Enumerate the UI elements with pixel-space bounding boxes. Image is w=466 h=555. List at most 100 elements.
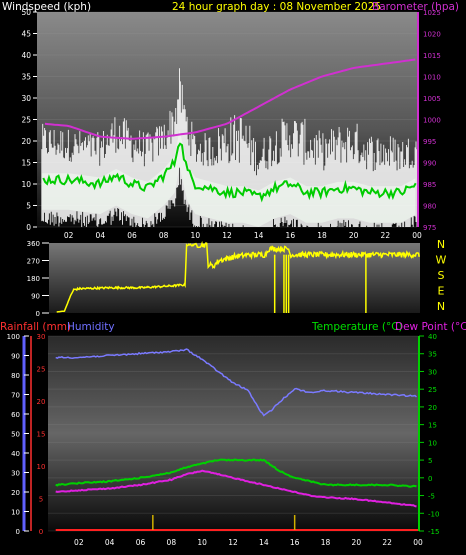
x-tick-label: 06 — [127, 231, 137, 240]
rain-tick-label: 5 — [39, 496, 43, 504]
wind-tick-label: 5 — [26, 202, 31, 211]
humidity-tick-label: 90 — [11, 353, 20, 361]
baro-axis-label: Barometer (hpa) — [372, 1, 459, 13]
rain-axis-label: Rainfall (mm) — [0, 321, 71, 333]
dewpoint-line — [55, 469, 417, 508]
humidity-tick-label: 60 — [11, 411, 20, 419]
temp-tick-label: 5 — [428, 457, 432, 465]
x-tick-label: 12 — [228, 538, 238, 547]
temp-tick-label: -15 — [428, 528, 439, 536]
x-tick-label: 06 — [136, 538, 146, 547]
rain-tick-label: 20 — [37, 398, 46, 406]
humidity-tick-label: 70 — [11, 392, 20, 400]
baro-tick-label: 995 — [423, 138, 436, 146]
compass-label: N — [437, 238, 445, 251]
rain-tick-label: 30 — [37, 333, 46, 341]
temp-panel-lines — [55, 348, 418, 531]
temp-tick-label: -10 — [428, 510, 439, 518]
x-tick-label: 08 — [159, 231, 169, 240]
wind-tick-label: 25 — [21, 116, 31, 125]
x-tick-label: 10 — [191, 231, 201, 240]
wind-tick-label: 10 — [21, 180, 31, 189]
rain-tick-label: 25 — [37, 366, 46, 374]
compass-label: W — [436, 254, 447, 267]
temp-tick-label: 15 — [428, 422, 437, 430]
compass-label: N — [437, 300, 445, 313]
rain-tick-label: 0 — [39, 528, 43, 536]
humidity-tick-label: 50 — [11, 431, 20, 439]
x-tick-label: 04 — [105, 538, 115, 547]
baro-tick-label: 980 — [423, 203, 436, 211]
temp-tick-label: 25 — [428, 386, 437, 394]
compass-label: E — [438, 285, 445, 298]
x-tick-label: 04 — [96, 231, 106, 240]
x-tick-label: 22 — [381, 231, 391, 240]
rain-tick-label: 15 — [37, 431, 46, 439]
x-tick-label: 14 — [259, 538, 269, 547]
x-tick-label: 14 — [254, 231, 264, 240]
wind-panel-lines — [42, 58, 417, 203]
baro-tick-label: 1015 — [423, 52, 441, 60]
wind-tick-label: 30 — [21, 94, 31, 103]
dir-tick-label: 0 — [36, 310, 40, 318]
chart-title: 24 hour graph day : 08 November 2025 — [172, 1, 381, 13]
dir-tick-label: 90 — [31, 293, 40, 301]
temperature-line — [55, 458, 417, 488]
rain-tick-label: 10 — [37, 463, 46, 471]
dir-tick-label: 360 — [27, 240, 40, 248]
temp-panel-axes: 0510152025300102030405060708090100-15-10… — [7, 333, 440, 547]
wind-tick-label: 0 — [26, 223, 31, 232]
dir-tick-label: 270 — [27, 258, 40, 266]
x-tick-label: 16 — [290, 538, 300, 547]
x-tick-label: 08 — [167, 538, 177, 547]
humidity-tick-label: 20 — [11, 489, 20, 497]
direction-line — [56, 240, 420, 313]
baro-tick-label: 1025 — [423, 9, 441, 17]
temp-tick-label: -5 — [428, 493, 435, 501]
x-tick-label: 18 — [317, 231, 327, 240]
x-tick-label: 10 — [197, 538, 207, 547]
wind-tick-label: 40 — [21, 51, 31, 60]
temp-tick-label: 40 — [428, 333, 437, 341]
baro-tick-label: 1020 — [423, 31, 441, 39]
direction-panel-lines — [56, 240, 420, 313]
avg-wind-line — [42, 142, 417, 203]
x-tick-label: 00 — [412, 231, 422, 240]
wind-tick-label: 35 — [21, 73, 31, 82]
humidity-tick-label: 10 — [11, 509, 20, 517]
x-tick-label: 02 — [64, 231, 74, 240]
baro-tick-label: 985 — [423, 181, 436, 189]
dir-tick-label: 180 — [27, 275, 40, 283]
baro-tick-label: 1000 — [423, 117, 441, 125]
x-tick-label: 20 — [349, 231, 359, 240]
temp-tick-label: 0 — [428, 475, 432, 483]
humidity-axis-label: Humidity — [67, 321, 115, 333]
temperature-axis-label: Temperature (°C) — [311, 321, 403, 333]
wind-tick-label: 45 — [21, 30, 31, 39]
humidity-tick-label: 0 — [16, 528, 20, 536]
wind-tick-label: 20 — [21, 137, 31, 146]
x-tick-label: 16 — [286, 231, 296, 240]
x-tick-label: 00 — [413, 538, 423, 547]
x-tick-label: 20 — [352, 538, 362, 547]
wind-panel-axes: 0510152025303540455097598098599099510001… — [21, 8, 440, 240]
temp-tick-label: 35 — [428, 351, 437, 359]
humidity-tick-label: 30 — [11, 470, 20, 478]
wind-axis-label: Windspeed (kph) — [2, 1, 91, 13]
baro-tick-label: 1010 — [423, 74, 441, 82]
humidity-line — [55, 348, 417, 417]
baro-tick-label: 975 — [423, 224, 436, 232]
x-tick-label: 02 — [74, 538, 84, 547]
compass-label: S — [438, 269, 445, 282]
temp-tick-label: 10 — [428, 439, 437, 447]
humidity-tick-label: 100 — [7, 333, 20, 341]
x-tick-label: 12 — [222, 231, 232, 240]
x-tick-label: 22 — [382, 538, 392, 547]
baro-tick-label: 1005 — [423, 95, 441, 103]
temp-tick-label: 20 — [428, 404, 437, 412]
dewpoint-axis-label: Dew Point (°C) — [395, 321, 466, 333]
temp-panel-bg — [48, 336, 418, 531]
